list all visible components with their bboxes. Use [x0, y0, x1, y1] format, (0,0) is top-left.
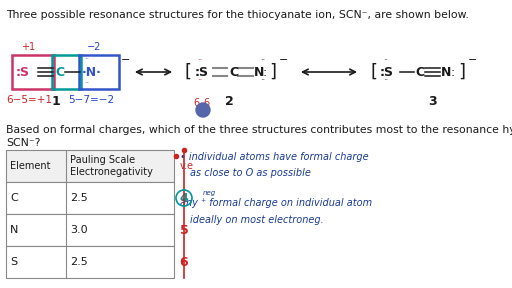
- Text: +1: +1: [21, 42, 35, 52]
- Text: N: N: [10, 225, 18, 235]
- Text: :S: :S: [16, 65, 30, 79]
- Text: ideally on most electroneg.: ideally on most electroneg.: [190, 215, 324, 225]
- Text: ]: ]: [269, 63, 276, 81]
- Text: ··: ··: [84, 79, 89, 88]
- Text: N: N: [254, 65, 264, 79]
- Text: 3.0: 3.0: [70, 225, 88, 235]
- Text: 5: 5: [180, 223, 188, 236]
- Text: C: C: [229, 65, 238, 79]
- Text: −2: −2: [87, 42, 101, 52]
- Text: 6: 6: [180, 255, 188, 268]
- Text: 2.5: 2.5: [70, 193, 88, 203]
- Text: C: C: [415, 65, 424, 79]
- Text: ··: ··: [84, 56, 89, 65]
- Text: 2.5: 2.5: [70, 257, 88, 267]
- Text: 4: 4: [180, 192, 188, 204]
- Text: ·N·: ·N·: [82, 65, 102, 79]
- Text: Based on formal charges, which of the three structures contributes most to the r: Based on formal charges, which of the th…: [6, 125, 512, 148]
- Text: ··: ··: [383, 77, 388, 86]
- FancyBboxPatch shape: [6, 214, 174, 246]
- Text: :: :: [450, 65, 454, 79]
- Text: C: C: [10, 193, 18, 203]
- Text: v.e: v.e: [180, 161, 194, 171]
- Text: [: [: [185, 63, 192, 81]
- Text: −: −: [121, 55, 131, 65]
- Text: 2: 2: [225, 95, 234, 108]
- Text: 6−5=+1: 6−5=+1: [6, 95, 52, 105]
- Text: as close to O as possible: as close to O as possible: [190, 168, 311, 178]
- Text: −: −: [279, 55, 288, 65]
- Text: ··: ··: [260, 77, 265, 86]
- Text: neg: neg: [203, 190, 216, 196]
- Text: C: C: [55, 65, 64, 79]
- Text: ··: ··: [260, 56, 265, 65]
- Text: ··: ··: [197, 77, 202, 86]
- Text: Three possible resonance structures for the thiocyanate ion, SCN⁻, are shown bel: Three possible resonance structures for …: [6, 10, 469, 20]
- Text: 3: 3: [428, 95, 437, 108]
- Text: Pauling Scale
Electronegativity: Pauling Scale Electronegativity: [70, 155, 153, 177]
- Text: Element: Element: [10, 161, 51, 171]
- FancyBboxPatch shape: [6, 246, 174, 278]
- Text: [: [: [370, 63, 377, 81]
- Text: any ⁺ formal charge on individual atom: any ⁺ formal charge on individual atom: [180, 198, 372, 208]
- Text: ··: ··: [383, 56, 388, 65]
- Text: :S: :S: [380, 65, 394, 79]
- Text: :S: :S: [195, 65, 209, 79]
- Text: 1: 1: [52, 95, 61, 108]
- Text: ··: ··: [197, 56, 202, 65]
- Circle shape: [196, 103, 210, 117]
- Text: S: S: [10, 257, 17, 267]
- FancyBboxPatch shape: [6, 182, 174, 214]
- Text: 5−7=−2: 5−7=−2: [68, 95, 114, 105]
- Text: N: N: [441, 65, 452, 79]
- FancyBboxPatch shape: [6, 150, 174, 182]
- Text: −: −: [468, 55, 477, 65]
- Text: • individual atoms have formal charge: • individual atoms have formal charge: [180, 152, 369, 162]
- Text: ]: ]: [458, 63, 465, 81]
- Text: :: :: [263, 65, 267, 79]
- Text: 6–6: 6–6: [193, 98, 210, 108]
